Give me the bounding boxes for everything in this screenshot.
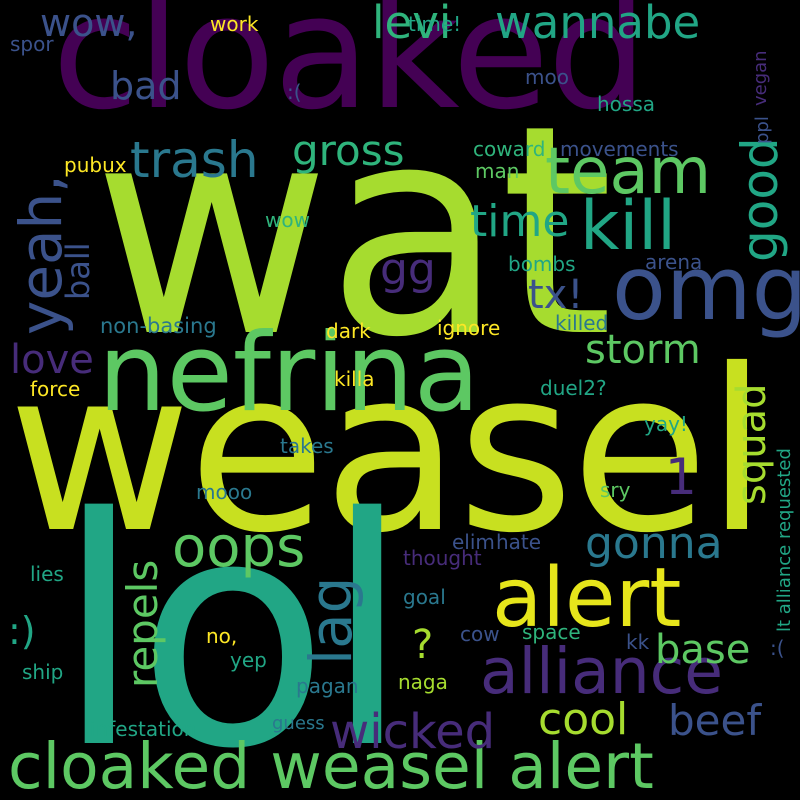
word-dark: dark: [326, 319, 371, 343]
word-pagan: pagan: [296, 674, 359, 698]
word-yay: yay!: [644, 412, 688, 436]
word-base: base: [655, 627, 751, 673]
word-man: man: [475, 159, 520, 183]
word-gg: gg: [380, 244, 436, 295]
word-ignore: ignore: [437, 316, 501, 340]
word-alert: alert: [492, 551, 682, 646]
word-arena: arena: [645, 250, 703, 274]
word-cow: cow: [460, 622, 500, 646]
word-wow: wow: [265, 208, 310, 232]
word-vegan: vegan: [750, 50, 771, 106]
word-squad: squad: [729, 383, 775, 505]
word-force: force: [30, 377, 81, 401]
word-duel2: duel2?: [540, 376, 607, 400]
word-team: team: [545, 135, 712, 209]
word-work: work: [210, 12, 259, 36]
word-hate: hate: [496, 530, 542, 554]
word-killa: killa: [334, 367, 375, 391]
word-cloaked: cloaked: [52, 0, 648, 145]
word-hossa: hossa: [597, 92, 656, 116]
word-wannabe: wannabe: [495, 0, 701, 49]
word-mooo: mooo: [196, 480, 253, 504]
word-wicked: wicked: [330, 704, 496, 760]
word-repels: repels: [118, 559, 167, 688]
word-space: space: [522, 620, 581, 644]
word-goal: goal: [403, 585, 446, 609]
word-coward: coward: [473, 137, 546, 161]
word-movements: movements: [560, 137, 679, 161]
word-spor: spor: [10, 32, 54, 56]
word-frown: :(: [287, 80, 302, 104]
word-gross: gross: [292, 126, 405, 175]
word-lies: lies: [30, 562, 64, 586]
word-love: love: [10, 337, 94, 383]
word-lt-alliance-requested: lt alliance requested: [774, 448, 795, 632]
word-bad: bad: [110, 64, 182, 108]
word-elim: elim: [452, 530, 495, 554]
word-thought: thought: [403, 546, 482, 570]
word-kk: kk: [626, 630, 650, 654]
word-takes: takes: [280, 434, 334, 458]
word-lag: lag: [297, 576, 365, 665]
word-frown2: :(: [770, 636, 785, 660]
word-cool: cool: [538, 694, 629, 745]
word-kill: kill: [580, 187, 677, 266]
word-sry: sry: [600, 478, 631, 502]
word-yep: yep: [230, 648, 267, 672]
word-guess: guess: [272, 713, 325, 734]
word-beef: beef: [668, 696, 762, 745]
word-non-basing: non-basing: [100, 314, 217, 338]
word-ball: ball: [59, 242, 97, 300]
word-infestation: infestation: [90, 717, 197, 741]
word-ship: ship: [22, 660, 64, 684]
word-alliance: alliance: [480, 635, 724, 708]
word-one: 1: [665, 448, 697, 506]
word-wat: wat: [93, 64, 614, 401]
word-cloaked-weasel-alert: cloaked weasel alert: [8, 730, 654, 800]
word-pubux: pubux: [64, 153, 127, 177]
word-tx: tx!: [528, 272, 584, 318]
word-nefrina: nefrina: [98, 311, 480, 436]
word-ppl: ppl: [752, 116, 773, 144]
word-levi: levi: [372, 0, 452, 49]
word-wow-comma: wow,: [40, 1, 138, 45]
word-gonna: gonna: [585, 518, 723, 569]
word-storm: storm: [585, 327, 701, 373]
word-naga: naga: [398, 670, 448, 694]
word-moo: moo: [525, 65, 569, 89]
word-lol: lol: [55, 452, 411, 800]
word-good: good: [731, 137, 789, 262]
word-weasel: weasel: [8, 321, 768, 582]
word-no: no,: [206, 624, 238, 648]
word-question: ?: [412, 622, 434, 668]
word-killed: killed: [555, 311, 609, 335]
word-omg: omg: [612, 237, 800, 340]
word-bombs: bombs: [508, 252, 576, 276]
word-oops: oops: [172, 515, 306, 580]
word-smiley: :): [8, 609, 36, 653]
word-time: time: [470, 196, 570, 247]
word-trash: trash: [130, 131, 259, 189]
word-time-excl: time!: [408, 12, 462, 36]
